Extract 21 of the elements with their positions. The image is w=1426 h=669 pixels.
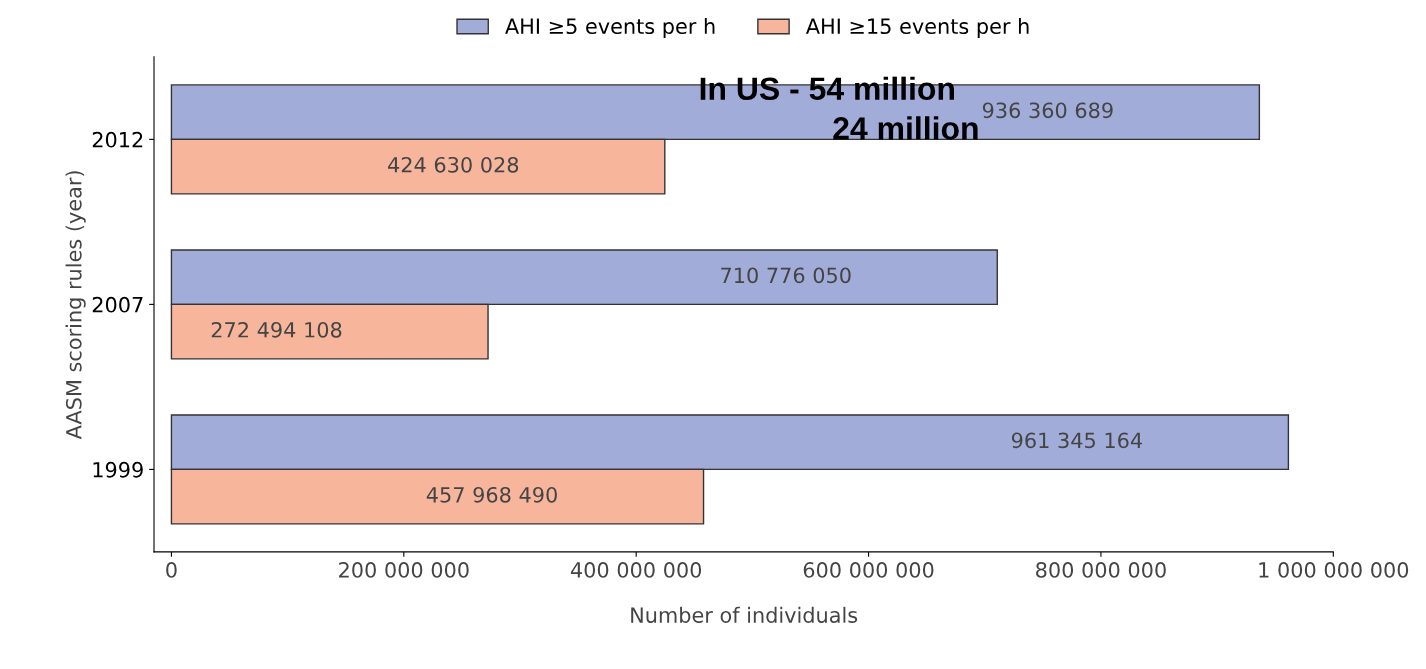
x-tick-label: 1 000 000 000 [1259,562,1409,578]
y-tick-label: 2007 [92,296,143,313]
x-axis-title: Number of individuals [631,606,858,623]
y-tick-label: 1999 [93,461,143,478]
data-label: 424 630 028 [388,156,519,173]
data-label: 710 776 050 [721,267,851,284]
x-tick-label: 600 000 000 [803,562,934,578]
data-label: 936 360 689 [982,102,1113,119]
legend-label: AHI ≥5 events per h [505,17,715,39]
y-axis-title: AASM scoring rules (year) [65,171,86,440]
x-tick-label: 0 [166,562,177,578]
annotation: In US - 54 million [700,76,954,101]
annotation: 24 million [833,116,978,140]
data-label: 272 494 108 [211,321,342,338]
x-tick-label: 400 000 000 [570,562,702,578]
data-label: 961 345 164 [1011,432,1142,449]
legend-label: AHI ≥15 events per h [805,17,1029,39]
x-tick-label: 800 000 000 [1036,562,1166,578]
data-label: 457 968 490 [426,486,557,503]
x-tick-label: 200 000 000 [339,562,469,578]
y-tick-label: 2012 [92,131,143,148]
